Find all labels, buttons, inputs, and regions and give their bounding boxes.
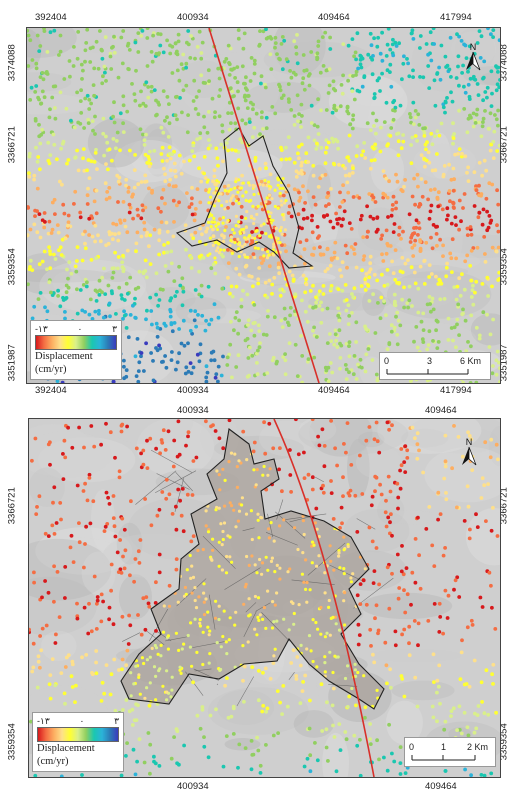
top-x-tick-top-4: 417994 [440,12,472,23]
legend-mid: ۰ [77,324,83,334]
top-y-tick-left-3: 3359354 [6,248,18,286]
legend-max: ۳ [114,716,119,726]
scale-label-2: 2 Km [467,742,489,752]
top-y-tick-right-4: 3351987 [498,344,510,382]
scale-bar: 0 1 2 Km [404,737,496,767]
scale-label-0: 0 [384,356,390,366]
top-x-tick-bottom-2: 400934 [177,385,209,396]
scale-label-0: 0 [409,742,415,752]
legend-title: Displacement [35,351,93,362]
top-map-canvas [27,28,500,383]
bottom-displacement-map: N -۱۳ ۰ ۳ Displacement (cm/yr) 0 1 2 Km [28,418,501,778]
legend-color-ramp [37,727,119,742]
legend-max: ۳ [112,324,117,334]
top-x-tick-bottom-3: 409464 [318,385,350,396]
bottom-y-tick-right-1: 3366721 [498,487,510,525]
bottom-x-tick-bottom-1: 400934 [177,781,209,792]
bottom-x-tick-bottom-2: 409464 [425,781,457,792]
legend-color-ramp [35,335,117,350]
north-label: N [466,437,473,447]
top-y-tick-right-3: 3359354 [498,248,510,286]
legend-unit: (cm/yr) [37,756,69,767]
displacement-legend: -۱۳ ۰ ۳ Displacement (cm/yr) [32,712,124,772]
top-x-tick-top-2: 400934 [177,12,209,23]
top-x-tick-bottom-4: 417994 [440,385,472,396]
scale-label-1: 1 [441,742,447,752]
legend-min: -۱۳ [37,716,50,726]
bottom-x-tick-top-1: 400934 [177,405,209,416]
top-x-tick-top-1: 392404 [35,12,67,23]
top-y-tick-right-2: 3366721 [498,126,510,164]
legend-mid: ۰ [79,716,85,726]
scale-bar: 0 3 6 Km [379,352,491,380]
legend-unit: (cm/yr) [35,364,67,375]
north-label: N [470,42,477,52]
bottom-x-tick-top-2: 409464 [425,405,457,416]
bottom-y-tick-left-1: 3366721 [6,487,18,525]
top-displacement-map: N -۱۳ ۰ ۳ Displacement (cm/yr) 0 3 6 Km [26,27,501,384]
bottom-y-tick-right-2: 3359354 [498,723,510,761]
bottom-map-canvas [29,419,500,777]
bottom-y-tick-left-2: 3359354 [6,723,18,761]
top-y-tick-left-1: 3374088 [6,44,18,82]
displacement-legend: -۱۳ ۰ ۳ Displacement (cm/yr) [30,320,122,380]
top-y-tick-left-4: 3351987 [6,344,18,382]
scale-label-1: 3 [427,356,433,366]
top-x-tick-top-3: 409464 [318,12,350,23]
top-x-tick-bottom-1: 392404 [35,385,67,396]
top-y-tick-right-1: 3374088 [498,44,510,82]
legend-title: Displacement [37,743,95,754]
top-y-tick-left-2: 3366721 [6,126,18,164]
legend-min: -۱۳ [35,324,48,334]
scale-label-2: 6 Km [460,356,482,366]
